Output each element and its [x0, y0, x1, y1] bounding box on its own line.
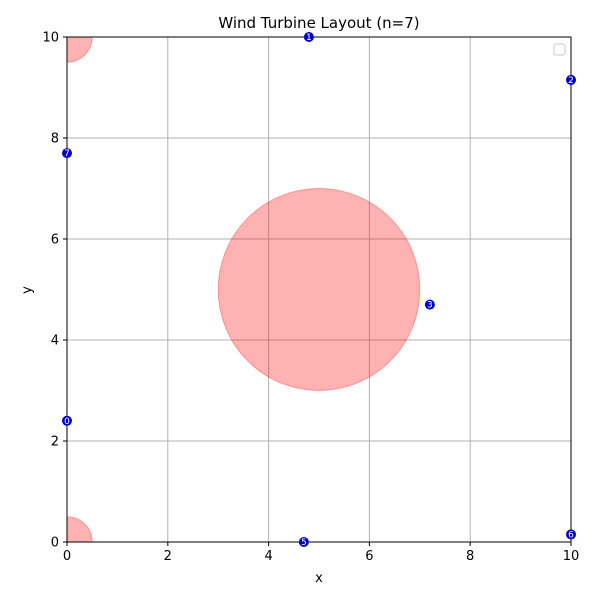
turbine-point: 3 — [424, 299, 435, 311]
exclusion-zone — [217, 188, 421, 391]
turbine-label: 0 — [64, 417, 70, 427]
turbine-point: 1 — [303, 32, 314, 43]
turbine-point: 2 — [566, 74, 576, 86]
y-tick-label: 4 — [51, 334, 59, 349]
x-tick-label: 4 — [264, 549, 272, 564]
turbine-label: 6 — [568, 530, 574, 540]
x-axis-label: x — [315, 571, 323, 586]
turbine-marker — [62, 415, 72, 426]
y-tick-label: 6 — [51, 233, 59, 248]
turbine-label: 1 — [306, 33, 312, 43]
turbine-point: 0 — [62, 415, 72, 427]
y-tick-label: 10 — [42, 31, 59, 46]
x-tick-label: 10 — [563, 549, 580, 564]
exclusion-zone — [67, 37, 93, 63]
turbine-marker — [566, 529, 576, 540]
turbines: 0 1 2 3 5 6 7 — [62, 32, 576, 548]
turbine-marker — [303, 32, 314, 42]
x-tick-label: 6 — [365, 549, 373, 564]
turbine-point: 5 — [298, 537, 309, 548]
turbine-marker — [298, 537, 309, 547]
x-tick-label: 2 — [164, 549, 172, 564]
x-tick-label: 8 — [466, 549, 474, 564]
turbine-marker — [424, 299, 435, 310]
turbine-marker — [62, 148, 72, 159]
turbine-point: 6 — [566, 529, 576, 540]
turbine-label: 7 — [64, 149, 70, 159]
turbine-marker — [566, 74, 576, 85]
y-tick-label: 8 — [51, 132, 59, 147]
turbine-label: 2 — [568, 76, 574, 86]
chart-title: Wind Turbine Layout (n=7) — [218, 14, 419, 32]
legend — [553, 43, 566, 56]
turbine-label: 3 — [427, 301, 433, 311]
y-axis-label: y — [20, 286, 35, 294]
x-tick-label: 0 — [63, 549, 71, 564]
plot-frame — [66, 36, 572, 543]
exclusion-zones — [67, 37, 421, 542]
y-tick-label: 0 — [51, 536, 59, 551]
turbine-label: 5 — [301, 538, 307, 548]
grid — [66, 36, 572, 543]
y-tick-label: 2 — [51, 435, 59, 450]
turbine-point: 7 — [62, 148, 72, 159]
exclusion-zone — [67, 516, 93, 542]
legend-box — [553, 43, 566, 56]
